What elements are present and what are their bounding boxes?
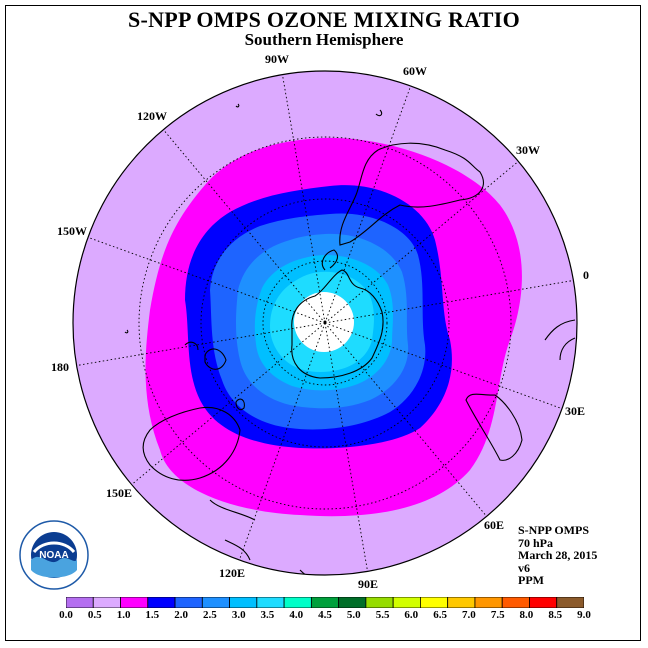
- lon-label-150w: 150W: [57, 224, 87, 238]
- australia-coast: [142, 406, 241, 481]
- colorbar-segment: [147, 597, 176, 608]
- lon-label-30w: 30W: [516, 143, 540, 157]
- colorbar-tick-label: 3.5: [260, 609, 275, 621]
- lon-label-60e: 60E: [484, 518, 505, 532]
- graticule: [73, 71, 577, 575]
- colorbar-tick-label: 0.0: [59, 609, 73, 621]
- colorbar-tick-label: 6.5: [433, 609, 447, 621]
- colorbar-tick-label: 5.5: [375, 609, 390, 621]
- lon-label-90w: 90W: [265, 52, 289, 66]
- lon-label-180: 180: [51, 360, 69, 374]
- antarctica-coast: [291, 269, 384, 379]
- noaa-logo: NOAA: [19, 520, 89, 590]
- lon-label-120w: 120W: [137, 109, 167, 123]
- colorbar-segment: [420, 597, 449, 608]
- colorbar-segment: [120, 597, 149, 608]
- colorbar-tick-label: 1.5: [145, 609, 160, 621]
- colorbar-segment: [338, 597, 367, 608]
- colorbar-segment: [529, 597, 558, 608]
- colorbar-segment: [447, 597, 476, 608]
- colorbar-tick-label: 7.5: [490, 609, 505, 621]
- colorbar-segment: [283, 597, 312, 608]
- colorbar-tick-label: 8.0: [519, 609, 534, 621]
- colorbar-segment: [174, 597, 203, 608]
- figure-frame: [5, 5, 641, 641]
- lon-label-90e: 90E: [358, 577, 379, 591]
- small-islands: [124, 103, 383, 334]
- info-units: PPM: [518, 573, 544, 588]
- colorbar-tick-label: 9.0: [577, 609, 591, 621]
- indonesia-coast: [209, 499, 331, 575]
- colorbar-tick-label: 0.5: [87, 609, 102, 621]
- colorbar-segment: [229, 597, 258, 608]
- lon-label-0: 0: [583, 268, 589, 282]
- info-date: March 28, 2015: [518, 548, 598, 563]
- info-version: v6: [518, 560, 530, 575]
- colorbar-segment: [392, 597, 421, 608]
- colorbar-segment: [556, 597, 584, 608]
- lon-label-150e: 150E: [106, 486, 133, 500]
- colorbar-tick-label: 2.0: [174, 609, 188, 621]
- colorbar-segment: [92, 597, 121, 608]
- colorbar-segment: [66, 597, 94, 608]
- map-subtitle: Southern Hemisphere: [244, 30, 404, 49]
- south-america-coast: [339, 142, 484, 246]
- colorbar-segment: [501, 597, 530, 608]
- colorbar-segment: [365, 597, 394, 608]
- colorbar-tick-label: 8.5: [548, 609, 563, 621]
- map-title: S-NPP OMPS OZONE MIXING RATIO: [127, 7, 521, 32]
- colorbar-tick-label: 4.0: [289, 609, 304, 621]
- colorbar-tick-label: 3.0: [231, 609, 246, 621]
- colorbar: [66, 597, 584, 608]
- colorbar-segment: [310, 597, 340, 608]
- colorbar-tick-label: 6.0: [404, 609, 419, 621]
- colorbar-tick-label: 1.0: [116, 609, 131, 621]
- colorbar-tick-label: 4.5: [318, 609, 332, 621]
- lon-label-120e: 120E: [219, 566, 246, 580]
- antarctic-peninsula-coast: [321, 249, 339, 271]
- colorbar-segment: [201, 597, 230, 608]
- island-coast: [184, 341, 199, 351]
- tasmania-coast: [235, 398, 245, 411]
- south-pole-marker: [323, 320, 327, 324]
- colorbar-tick-label: 5.0: [346, 609, 361, 621]
- map-boundary: [72, 70, 578, 576]
- info-block: S-NPP OMPS 70 hPa March 28, 2015 v6 PPM: [518, 524, 597, 587]
- info-level: 70 hPa: [518, 535, 554, 550]
- lon-label-30e: 30E: [565, 404, 586, 418]
- info-instrument: S-NPP OMPS: [518, 523, 589, 537]
- africa-coast: [465, 393, 523, 461]
- lon-label-60w: 60W: [403, 64, 427, 78]
- noaa-logo-text: NOAA: [39, 550, 68, 561]
- colorbar-segment: [474, 597, 503, 608]
- colorbar-segment: [256, 597, 285, 608]
- colorbar-tick-label: 2.5: [203, 609, 217, 621]
- africa-west-coast: [544, 319, 576, 361]
- colorbar-tick-label: 7.0: [462, 609, 476, 621]
